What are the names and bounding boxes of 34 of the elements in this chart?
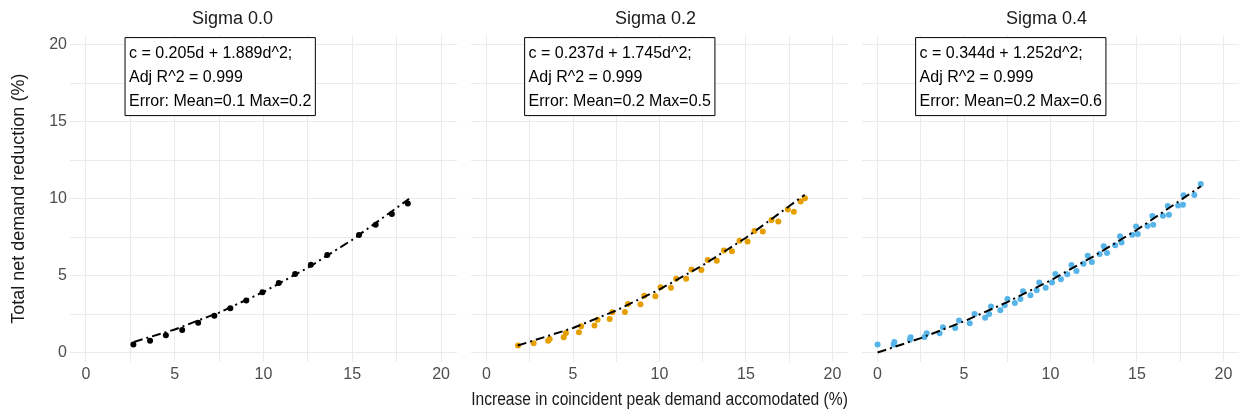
x-tick-label: 10 xyxy=(650,365,669,383)
x-tick-label: 0 xyxy=(482,365,492,383)
y-tick-label: 5 xyxy=(58,266,68,284)
x-tick-label: 0 xyxy=(873,364,883,382)
x-axis-title: Increase in coincident peak demand accomodated (%) xyxy=(471,389,848,410)
annotation: Adj R^2 = 0.999 xyxy=(919,68,1034,86)
x-tick-label: 15 xyxy=(737,365,755,383)
y-tick-label: 15 xyxy=(49,112,68,130)
chart-title: Sigma 0.0 xyxy=(191,7,274,28)
y-axis-title: Total net demand reduction (%) xyxy=(7,73,28,324)
x-tick-label: 20 xyxy=(1214,364,1233,382)
x-tick-label: 20 xyxy=(432,364,451,382)
x-tick-label: 5 xyxy=(568,365,578,383)
annotation: c = 0.237d + 1.745d^2; xyxy=(528,44,692,62)
x-tick-label: 5 xyxy=(959,364,969,382)
y-tick-label: 0 xyxy=(58,342,68,360)
x-tick-label: 5 xyxy=(170,364,180,382)
annotation: Error: Mean=0.2 Max=0.5 xyxy=(528,92,712,110)
annotation: Error: Mean=0.1 Max=0.2 xyxy=(129,92,312,110)
chart-title: Sigma 0.2 xyxy=(614,7,697,28)
annotation: Adj R^2 = 0.999 xyxy=(528,68,643,86)
x-tick-label: 15 xyxy=(1128,364,1146,382)
y-tick-label: 10 xyxy=(49,189,68,207)
chart-title: Sigma 0.4 xyxy=(1005,7,1088,28)
x-tick-label: 10 xyxy=(254,364,273,382)
x-tick-label: 10 xyxy=(1041,364,1060,382)
annotation: Error: Mean=0.2 Max=0.6 xyxy=(919,92,1103,110)
annotation: c = 0.344d + 1.252d^2; xyxy=(919,44,1083,62)
x-tick-label: 15 xyxy=(343,364,362,382)
x-tick-label: 0 xyxy=(81,364,91,382)
annotation: c = 0.205d + 1.889d^2; xyxy=(129,44,293,62)
y-tick-label: 20 xyxy=(49,35,68,53)
x-tick-label: 20 xyxy=(823,365,842,383)
annotation: Adj R^2 = 0.999 xyxy=(129,68,243,86)
